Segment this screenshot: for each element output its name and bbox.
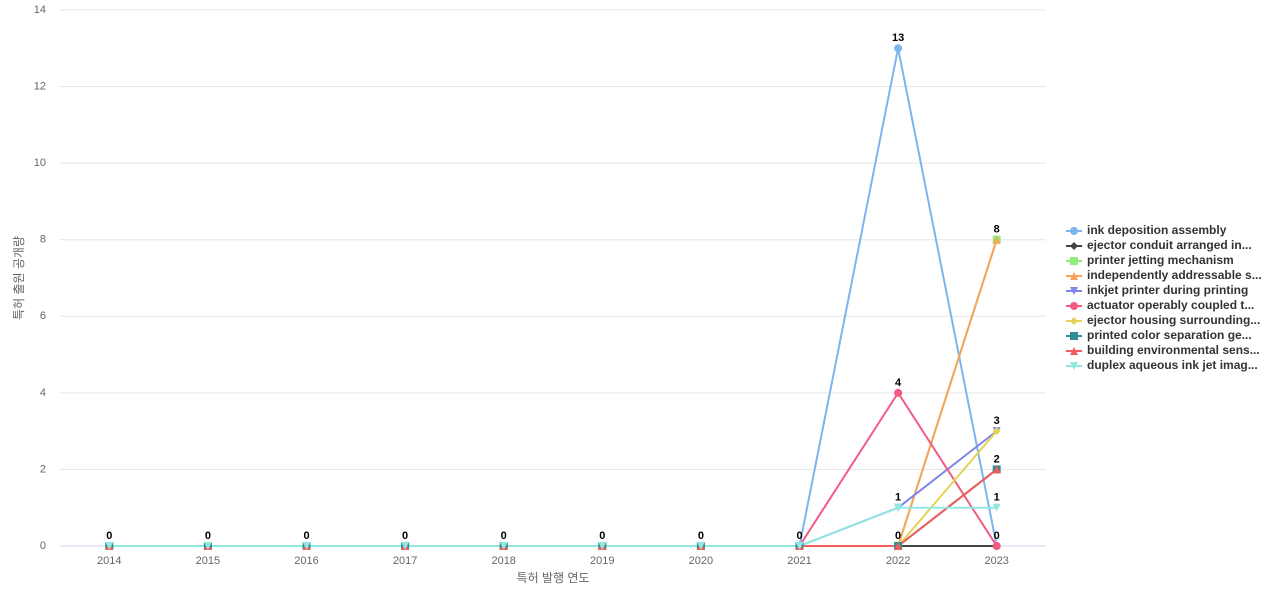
legend-label: duplex aqueous ink jet imag... xyxy=(1087,358,1258,372)
series-line xyxy=(109,48,998,547)
y-tick-label: 12 xyxy=(34,80,46,92)
data-label: 0 xyxy=(895,530,901,542)
series-line xyxy=(109,430,998,547)
x-tick-label: 2021 xyxy=(787,555,811,567)
y-tick-label: 14 xyxy=(34,4,46,16)
data-label: 1 xyxy=(895,492,901,504)
legend-marker xyxy=(1070,287,1078,295)
legend-marker xyxy=(1070,317,1078,325)
y-axis-title: 특허 출원 공개량 xyxy=(12,236,26,320)
x-tick-label: 2016 xyxy=(294,555,318,567)
x-tick-label: 2015 xyxy=(196,555,220,567)
data-label: 4 xyxy=(895,377,902,389)
y-tick-label: 8 xyxy=(40,234,46,246)
data-point xyxy=(894,503,903,512)
data-point xyxy=(302,542,311,550)
y-tick-label: 6 xyxy=(40,310,46,322)
data-label: 0 xyxy=(994,530,1000,542)
data-point xyxy=(203,542,212,550)
legend-marker xyxy=(1070,272,1078,280)
data-label: 0 xyxy=(698,530,704,542)
legend-marker xyxy=(1070,332,1078,340)
x-tick-label: 2023 xyxy=(984,555,1008,567)
legend-label: printer jetting mechanism xyxy=(1087,253,1234,267)
legend-label: inkjet printer during printing xyxy=(1087,283,1248,297)
legend-marker xyxy=(1070,227,1078,235)
legend-label: independently addressable s... xyxy=(1087,268,1262,282)
data-label: 0 xyxy=(599,530,605,542)
data-label: 2 xyxy=(994,453,1000,465)
data-point xyxy=(105,542,114,550)
data-point xyxy=(992,235,1001,244)
data-point xyxy=(992,542,1001,550)
data-point xyxy=(499,542,508,550)
data-label: 0 xyxy=(205,530,211,542)
y-tick-label: 2 xyxy=(40,463,46,475)
data-label: 0 xyxy=(501,530,507,542)
x-tick-label: 2017 xyxy=(393,555,417,567)
legend-marker xyxy=(1070,347,1078,355)
data-label: 3 xyxy=(994,415,1000,427)
data-label: 0 xyxy=(402,530,408,542)
legend-marker xyxy=(1070,302,1078,310)
data-label: 1 xyxy=(994,492,1000,504)
data-point xyxy=(992,503,1001,512)
data-point xyxy=(598,542,607,550)
legend-marker xyxy=(1070,257,1078,265)
y-tick-label: 10 xyxy=(34,157,46,169)
x-tick-label: 2019 xyxy=(590,555,614,567)
data-label: 0 xyxy=(796,530,802,542)
legend-marker xyxy=(1070,242,1078,250)
series-line xyxy=(109,506,997,547)
legend-label: actuator operably coupled t... xyxy=(1087,298,1254,312)
series-line xyxy=(109,468,998,547)
y-tick-label: 4 xyxy=(40,387,46,399)
x-axis-title: 특허 발행 연도 xyxy=(517,570,590,585)
legend-label: ejector housing surrounding... xyxy=(1087,313,1260,327)
data-point xyxy=(795,542,804,550)
x-tick-label: 2018 xyxy=(491,555,515,567)
data-point xyxy=(696,542,705,550)
data-point xyxy=(992,465,1001,474)
series-line xyxy=(109,430,998,547)
legend-marker xyxy=(1070,362,1078,370)
legend-label: ejector conduit arranged in... xyxy=(1087,238,1252,252)
data-label: 8 xyxy=(994,224,1000,236)
data-label: 0 xyxy=(303,530,309,542)
data-point xyxy=(894,44,903,53)
x-tick-label: 2022 xyxy=(886,555,910,567)
legend-label: ink deposition assembly xyxy=(1087,223,1227,237)
data-point xyxy=(894,542,903,550)
x-tick-label: 2014 xyxy=(97,555,121,567)
y-tick-label: 0 xyxy=(40,540,46,552)
data-point xyxy=(894,388,903,397)
x-tick-label: 2020 xyxy=(689,555,713,567)
legend-label: building environmental sens... xyxy=(1087,343,1260,357)
legend-label: printed color separation ge... xyxy=(1087,328,1252,342)
data-point xyxy=(401,542,410,550)
data-label: 0 xyxy=(106,530,112,542)
data-label: 13 xyxy=(892,32,904,44)
series-line xyxy=(109,468,998,547)
data-point xyxy=(992,427,1001,436)
